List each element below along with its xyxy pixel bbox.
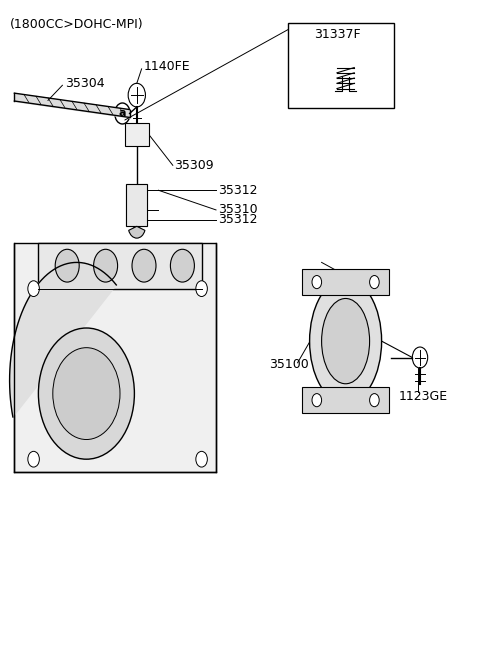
Circle shape — [312, 276, 322, 289]
Text: (1800CC>DOHC-MPI): (1800CC>DOHC-MPI) — [10, 18, 143, 31]
Text: 35304: 35304 — [65, 77, 105, 91]
Text: 1140FE: 1140FE — [144, 60, 191, 73]
Circle shape — [53, 348, 120, 440]
Text: 31337F: 31337F — [314, 28, 361, 41]
Bar — [302, 387, 389, 413]
Circle shape — [28, 451, 39, 467]
Circle shape — [196, 281, 207, 297]
Bar — [126, 184, 147, 226]
Bar — [288, 23, 394, 108]
Text: 1123GE: 1123GE — [398, 390, 447, 403]
Circle shape — [28, 281, 39, 297]
Text: a: a — [119, 108, 126, 119]
Circle shape — [94, 249, 118, 282]
Circle shape — [370, 276, 379, 289]
Circle shape — [132, 249, 156, 282]
Bar — [302, 269, 389, 295]
Circle shape — [196, 451, 207, 467]
Wedge shape — [129, 226, 145, 238]
Text: 35309: 35309 — [174, 159, 214, 173]
Circle shape — [312, 394, 322, 407]
Bar — [38, 243, 202, 289]
Ellipse shape — [322, 298, 370, 384]
Bar — [125, 123, 149, 146]
Circle shape — [170, 249, 194, 282]
Text: 35310: 35310 — [218, 203, 258, 216]
Ellipse shape — [310, 279, 382, 403]
Circle shape — [55, 249, 79, 282]
Text: a: a — [296, 31, 304, 41]
Circle shape — [370, 394, 379, 407]
Text: 35312: 35312 — [218, 213, 258, 226]
Text: 35100: 35100 — [269, 358, 309, 371]
Bar — [14, 243, 216, 472]
Circle shape — [38, 328, 134, 459]
Text: 35312: 35312 — [218, 184, 258, 197]
Polygon shape — [10, 262, 116, 417]
